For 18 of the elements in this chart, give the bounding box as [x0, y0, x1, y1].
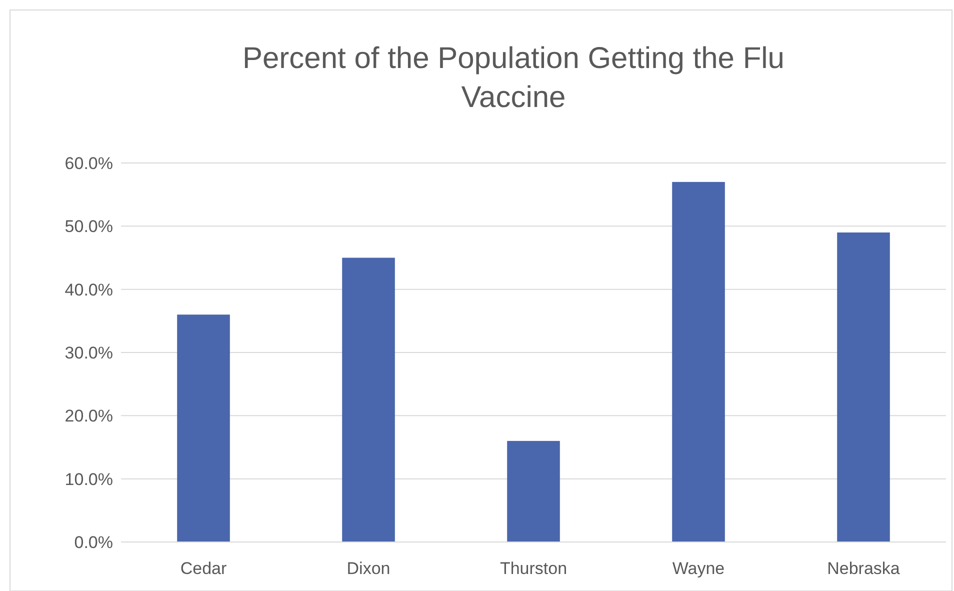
- bar: [342, 258, 395, 542]
- y-tick-label: 60.0%: [64, 154, 113, 173]
- bar: [837, 232, 890, 542]
- x-tick-label: Nebraska: [827, 559, 900, 578]
- x-tick-label: Dixon: [346, 559, 390, 578]
- y-tick-label: 50.0%: [64, 217, 113, 236]
- chart-title: Percent of the Population Getting the Flu Vaccine: [242, 42, 785, 114]
- bar: [672, 182, 725, 542]
- y-tick-label: 0.0%: [74, 532, 113, 552]
- x-tick-label: Cedar: [180, 559, 227, 578]
- y-tick-label: 10.0%: [64, 470, 113, 489]
- x-tick-label: Thurston: [500, 559, 568, 578]
- x-tick-label: Wayne: [672, 559, 725, 578]
- bar: [177, 314, 230, 542]
- y-tick-label: 30.0%: [64, 343, 113, 362]
- bar: [507, 440, 560, 542]
- y-tick-label: 20.0%: [64, 406, 113, 426]
- y-tick-label: 40.0%: [64, 280, 113, 300]
